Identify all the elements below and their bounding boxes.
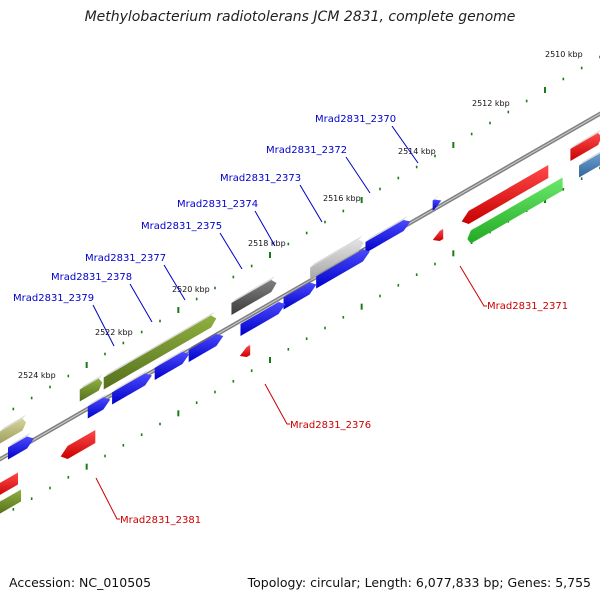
gene-features: [0, 130, 600, 514]
tick-labels: 2510 kbp 2512 kbp 2514 kbp 2516 kbp 2518 kbp…: [18, 50, 583, 380]
scale-dots: [12, 55, 600, 511]
leader-line: [459, 265, 487, 307]
tick-label: 2520 kbp: [172, 285, 210, 294]
gene-label-reverse: Mrad2831_2381: [120, 515, 201, 526]
leader-line: [163, 264, 186, 301]
feature-mrad2831-2377b: [154, 348, 190, 380]
leader-line: [219, 232, 243, 270]
gene-label-reverse: Mrad2831_2376: [290, 420, 371, 431]
leader-line: [345, 156, 371, 194]
gene-label-forward: Mrad2831_2378: [51, 272, 132, 283]
feature-mrad2831-2380: [87, 393, 111, 419]
feature-mrad2831-2383: [8, 432, 34, 460]
gene-label-forward: Mrad2831_2370: [315, 114, 396, 125]
tick-label: 2524 kbp: [18, 371, 56, 380]
leader-line: [92, 304, 115, 347]
feature-mrad2831-2379b: [79, 374, 103, 402]
feature-mrad2831-2371c: [432, 227, 444, 241]
feature-mrad2831-2374b: [240, 298, 286, 336]
feature-mrad2831-2372: [316, 245, 370, 289]
gene-label-forward: Mrad2831_2373: [220, 173, 301, 184]
gene-label-forward: Mrad2831_2372: [266, 145, 347, 156]
tick-label: 2522 kbp: [95, 328, 133, 337]
tick-label: 2514 kbp: [398, 147, 436, 156]
feature-mrad2831-2373: [310, 235, 364, 280]
feature-mrad2831-2378: [103, 311, 217, 390]
feature-small-forward: [432, 195, 442, 211]
gene-label-forward: Mrad2831_2379: [13, 293, 94, 304]
gene-label-forward: Mrad2831_2375: [141, 221, 222, 232]
feature-left-olive: [0, 489, 21, 514]
leader-line: [129, 283, 153, 323]
leader-line: [391, 125, 419, 164]
gene-label-forward: Mrad2831_2374: [177, 199, 258, 210]
leader-line: [264, 383, 290, 425]
feature-mrad2831-2381: [60, 430, 96, 459]
feature-mrad2831-2377: [188, 330, 224, 362]
tick-label: 2510 kbp: [545, 50, 583, 59]
feature-mrad2831-2382: [0, 414, 27, 444]
genome-summary-text: Topology: circular; Length: 6,077,833 bp…: [247, 575, 591, 590]
accession-text: Accession: NC_010505: [9, 575, 152, 590]
tick-label: 2518 kbp: [248, 239, 286, 248]
tick-label: 2512 kbp: [472, 99, 510, 108]
gene-label-forward: Mrad2831_2377: [85, 253, 166, 264]
feature-mrad2831-2371b: [467, 177, 563, 244]
tick-label: 2516 kbp: [323, 194, 361, 203]
feature-left-red: [0, 472, 18, 495]
gene-label-reverse: Mrad2831_2371: [487, 301, 568, 312]
feature-mrad2831-2374: [283, 278, 317, 310]
feature-right-red: [570, 130, 600, 161]
leader-line: [95, 477, 120, 520]
feature-mrad2831-2379: [112, 369, 152, 405]
leader-line: [299, 184, 323, 223]
feature-mrad2831-2376: [239, 343, 251, 357]
leader-line: [254, 210, 276, 247]
feature-mrad2831-2370: [365, 216, 411, 253]
feature-mrad2831-2371: [461, 165, 549, 224]
map-title: Methylobacterium radiotolerans JCM 2831,…: [84, 9, 516, 25]
gene-labels: Mrad2831_2370 Mrad2831_2372 Mrad2831_2373 M…: [13, 114, 568, 526]
feature-mrad2831-2375: [231, 276, 277, 315]
feature-right-steel: [579, 151, 600, 178]
